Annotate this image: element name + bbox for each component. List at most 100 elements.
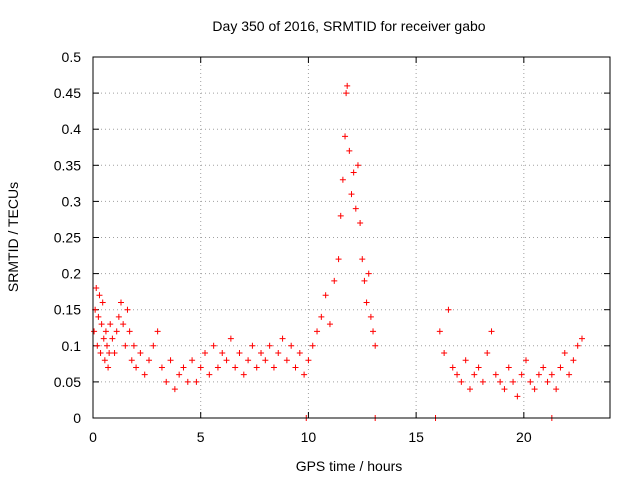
data-point bbox=[102, 328, 109, 335]
data-point bbox=[113, 328, 120, 335]
data-point bbox=[337, 212, 344, 219]
y-tick-label: 0 bbox=[73, 410, 81, 426]
data-point bbox=[578, 335, 585, 342]
y-tick-label: 0.25 bbox=[54, 230, 81, 246]
data-point bbox=[275, 350, 282, 357]
y-tick-label: 0.15 bbox=[54, 302, 81, 318]
data-point bbox=[372, 342, 379, 349]
data-point bbox=[137, 350, 144, 357]
y-tick-label: 0.2 bbox=[62, 266, 82, 282]
data-point bbox=[104, 342, 111, 349]
data-point bbox=[505, 364, 512, 371]
data-point bbox=[359, 256, 366, 263]
data-point bbox=[318, 313, 325, 320]
data-point bbox=[258, 350, 265, 357]
data-point bbox=[514, 393, 521, 400]
data-point bbox=[475, 364, 482, 371]
data-point bbox=[96, 292, 103, 299]
data-point bbox=[214, 364, 221, 371]
x-tick-label: 10 bbox=[301, 429, 317, 445]
data-point bbox=[322, 292, 329, 299]
data-point bbox=[350, 169, 357, 176]
data-point bbox=[107, 321, 114, 328]
data-point bbox=[462, 357, 469, 364]
data-point bbox=[106, 350, 113, 357]
data-point bbox=[154, 328, 161, 335]
data-point bbox=[510, 378, 517, 385]
data-point bbox=[492, 371, 499, 378]
data-point bbox=[219, 350, 226, 357]
data-point bbox=[94, 342, 101, 349]
data-point bbox=[122, 342, 129, 349]
data-point bbox=[163, 378, 170, 385]
data-point bbox=[197, 364, 204, 371]
data-point bbox=[105, 364, 112, 371]
y-tick-label: 0.3 bbox=[62, 193, 82, 209]
y-axis-ticks: 0 0.05 0.1 0.15 0.2 0.25 0.3 0.35 0.4 0.45 0.5 bbox=[54, 49, 610, 426]
data-point bbox=[305, 357, 312, 364]
data-point bbox=[326, 321, 333, 328]
data-point bbox=[331, 277, 338, 284]
data-point bbox=[232, 364, 239, 371]
data-point bbox=[342, 133, 349, 140]
data-point bbox=[344, 82, 351, 89]
data-point bbox=[249, 342, 256, 349]
data-point bbox=[180, 364, 187, 371]
data-point bbox=[436, 328, 443, 335]
data-point bbox=[283, 357, 290, 364]
data-point bbox=[445, 306, 452, 313]
data-point bbox=[124, 306, 131, 313]
data-point bbox=[93, 285, 100, 292]
data-point bbox=[570, 357, 577, 364]
data-point bbox=[111, 350, 118, 357]
chart-title: Day 350 of 2016, SRMTID for receiver gab… bbox=[212, 18, 485, 34]
data-point bbox=[100, 335, 107, 342]
data-point bbox=[365, 270, 372, 277]
data-point bbox=[354, 162, 361, 169]
data-point bbox=[206, 371, 213, 378]
data-point bbox=[449, 364, 456, 371]
data-point bbox=[126, 328, 133, 335]
grid-lines bbox=[93, 57, 610, 418]
data-point bbox=[189, 357, 196, 364]
data-point bbox=[314, 328, 321, 335]
data-point bbox=[557, 364, 564, 371]
data-point bbox=[339, 176, 346, 183]
data-point bbox=[202, 350, 209, 357]
data-point bbox=[158, 364, 165, 371]
x-tick-label: 0 bbox=[89, 429, 97, 445]
data-point bbox=[346, 147, 353, 154]
data-point bbox=[245, 357, 252, 364]
x-axis-label: GPS time / hours bbox=[296, 458, 403, 474]
x-axis-ticks: 0 5 10 15 20 bbox=[89, 57, 532, 445]
data-point bbox=[540, 364, 547, 371]
x-tick-label: 5 bbox=[197, 429, 205, 445]
data-point bbox=[544, 378, 551, 385]
data-point bbox=[128, 357, 135, 364]
data-point bbox=[130, 342, 137, 349]
data-point bbox=[118, 299, 125, 306]
data-point bbox=[240, 371, 247, 378]
data-point bbox=[548, 371, 555, 378]
data-point bbox=[479, 378, 486, 385]
data-point bbox=[348, 191, 355, 198]
data-point bbox=[171, 386, 178, 393]
data-point bbox=[227, 335, 234, 342]
data-point bbox=[566, 371, 573, 378]
data-point bbox=[210, 342, 217, 349]
data-point bbox=[370, 328, 377, 335]
data-point bbox=[454, 371, 461, 378]
data-point bbox=[357, 220, 364, 227]
data-point bbox=[484, 350, 491, 357]
data-point bbox=[266, 342, 273, 349]
data-point bbox=[471, 371, 478, 378]
data-point bbox=[184, 378, 191, 385]
data-point bbox=[146, 357, 153, 364]
data-point bbox=[99, 299, 106, 306]
data-point bbox=[497, 378, 504, 385]
y-tick-label: 0.35 bbox=[54, 157, 81, 173]
data-point bbox=[97, 350, 104, 357]
data-point bbox=[527, 378, 534, 385]
data-point bbox=[270, 364, 277, 371]
